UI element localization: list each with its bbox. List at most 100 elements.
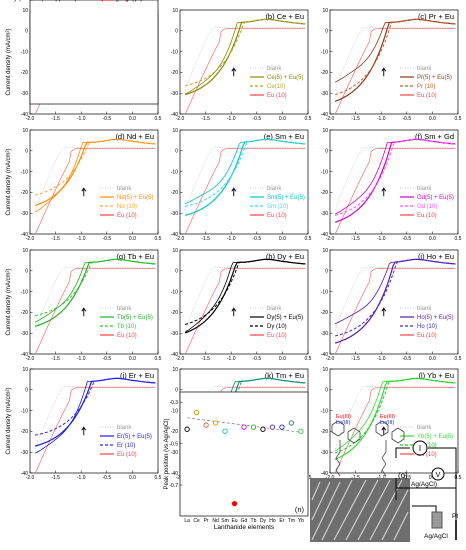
legend-entry: blank	[117, 306, 132, 312]
x-tick-label: 0.0	[429, 475, 436, 481]
data-point	[260, 426, 266, 432]
x-tick-label: -0.5	[402, 356, 411, 362]
legend-entry: blank	[417, 306, 432, 312]
y-tick-label: -30	[171, 331, 178, 337]
y-tick-label: 0	[175, 388, 178, 394]
panel-label: (b) Ce + Eu	[265, 12, 304, 21]
cv-panel: 10 0 -10 -20 -30 -40-2.0 -1.5 -1.0 -0.5 0.0 0.5 (h)…	[171, 248, 312, 362]
x-tick-label: -0.5	[252, 236, 261, 242]
x-tick-label: Pr	[204, 518, 209, 524]
y-tick-label: 10	[322, 8, 328, 14]
plot-frame	[179, 129, 309, 235]
plot-frame	[329, 129, 459, 235]
panel-label: (g) Tb + Eu	[116, 252, 154, 261]
x-tick-label: -2.0	[176, 356, 185, 362]
x-tick-label: -1.0	[77, 475, 86, 481]
panel-label: (l) Yb + Eu	[418, 371, 454, 380]
y-tick-label: 0	[25, 149, 28, 155]
x-tick-label: 0.0	[429, 236, 436, 242]
legend-entry: blank	[117, 425, 132, 431]
x-tick-label: -2.0	[26, 236, 35, 242]
x-tick-label: Eu	[231, 518, 237, 524]
legend-entry: Eu (10)	[267, 333, 287, 339]
data-point	[288, 420, 295, 426]
y-tick-label: -20	[21, 190, 28, 196]
y-tick-label: 0	[325, 149, 328, 155]
x-tick-label: -1.0	[377, 236, 386, 242]
x-tick-label: 0.5	[305, 116, 312, 122]
ammeter-label: I	[419, 444, 421, 453]
legend-entry: Ce(5) + Eu(5)	[267, 75, 304, 81]
x-tick-label: -0.5	[402, 116, 411, 122]
x-tick-label: Sm	[221, 518, 229, 524]
x-tick-label: -2.0	[326, 116, 335, 122]
y-tick-label: -40	[171, 352, 178, 358]
y-tick-label: 0	[325, 269, 328, 275]
legend-entry: Pr (10)	[417, 84, 435, 90]
y-tick-label: -0.5	[169, 441, 178, 447]
ammeter-symbol	[412, 440, 428, 456]
y-tick-label: -40	[321, 232, 328, 238]
data-point	[203, 422, 209, 428]
y-tick-label: 2	[25, 0, 28, 2]
legend-entry: Ho(5) + Eu(5)	[417, 315, 454, 321]
x-tick-label: 0.0	[429, 116, 436, 122]
cv-panel: 20-2-4-6-8-10-12-2.0-1.5-1.0-0.50.00.5(m…	[0, 0, 162, 105]
legend-entry: Gd (10)	[417, 204, 437, 210]
x-tick-label: -1.5	[51, 116, 60, 122]
direction-arrow	[81, 426, 87, 436]
y-tick-label: -10	[321, 408, 328, 414]
legend-entry: blank	[267, 186, 282, 192]
legend-entry: Eu (10)	[417, 452, 437, 458]
series-pure-ln	[334, 18, 456, 96]
x-tick-label: Dy	[260, 518, 267, 524]
y-tick-label: -20	[171, 70, 178, 76]
plot-frame	[179, 391, 309, 517]
y-tick-label: -30	[171, 450, 178, 456]
x-tick-label: -1.5	[351, 356, 360, 362]
legend-entry: Er(5) + Eu(5)	[117, 434, 152, 440]
series-blank	[334, 386, 456, 450]
y-tick-label: -30	[321, 450, 328, 456]
series-blank	[184, 147, 306, 211]
legend-entry: Nd(5) + Eu(5)	[117, 195, 154, 201]
x-tick-label: 0.5	[455, 475, 462, 481]
x-tick-label: -0.5	[402, 236, 411, 242]
y-tick-label: -30	[21, 211, 28, 217]
y-tick-label: 10	[322, 248, 328, 254]
legend-entry: Eu (10)	[267, 213, 287, 219]
y-tick-label: -30	[171, 211, 178, 217]
series-pure-ln	[334, 258, 456, 337]
series-pure-ln	[34, 138, 156, 196]
direction-arrow	[231, 187, 237, 197]
panel-label: (n)	[295, 505, 305, 514]
x-tick-label: 0.5	[155, 475, 162, 481]
y-tick-label: -40	[21, 352, 28, 358]
cv-panel: 10 0 -10 -20 -30 -40-2.0 -1.5 -1.0 -0.5 0.0 0.5 (d)…	[6, 128, 162, 242]
y-tick-label: -40	[321, 112, 328, 118]
series-eu10	[34, 148, 156, 235]
legend-entry: Ho (10)	[417, 324, 437, 330]
series-eu10	[334, 28, 456, 115]
x-tick-label: -1.0	[77, 356, 86, 362]
legend-entry: blank	[117, 0, 132, 2]
x-tick-label: 0.0	[429, 356, 436, 362]
x-tick-label: -1.0	[77, 116, 86, 122]
x-tick-label: -1.5	[51, 475, 60, 481]
series-eu10	[184, 148, 306, 235]
y-tick-label: -20	[321, 429, 328, 435]
x-tick-label: -0.5	[102, 116, 111, 122]
reference-electrode	[431, 511, 443, 529]
x-tick-label: -1.0	[377, 116, 386, 122]
legend-entry: Eu (10)	[117, 0, 137, 2]
legend-entry: blank	[267, 306, 282, 312]
y-tick-label: 10	[172, 367, 178, 373]
schematic-panel: Eu(III) Ln(III) Eu(III) Ln(III) I V Ag/A…	[310, 414, 458, 542]
x-tick-label: -1.5	[351, 236, 360, 242]
x-tick-label: -2.0	[26, 0, 35, 2]
x-tick-label: 0.5	[455, 116, 462, 122]
plot-frame	[329, 9, 459, 115]
y-tick-label: 10	[22, 128, 28, 134]
panel-label: (h) Dy + Eu	[266, 252, 304, 261]
